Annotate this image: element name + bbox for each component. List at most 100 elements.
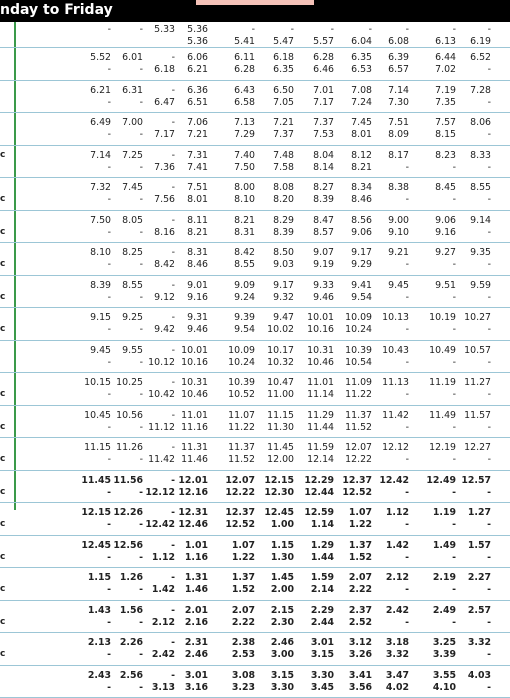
- timetable-grid: --5.335.36--------5.365.415.475.576.046.…: [0, 22, 510, 698]
- time-cell: 3.16: [160, 681, 208, 694]
- time-cell: -: [361, 551, 409, 564]
- row-code: c: [0, 648, 5, 661]
- time-cell: 6.21: [160, 63, 208, 76]
- time-cell: -: [443, 551, 491, 564]
- row-code: c: [0, 258, 5, 271]
- time-cell: -: [443, 291, 491, 304]
- time-cell: -: [443, 453, 491, 466]
- time-cell: 9.46: [160, 323, 208, 336]
- time-cell: -: [443, 681, 491, 694]
- time-cell: -: [443, 323, 491, 336]
- time-cell: -: [443, 193, 491, 206]
- time-cell: 8.21: [160, 226, 208, 239]
- time-cell: 7.41: [160, 161, 208, 174]
- time-cell: 6.19: [443, 35, 491, 48]
- time-cell: -: [361, 486, 409, 499]
- time-cell: 8.01: [160, 193, 208, 206]
- time-cell: -: [361, 421, 409, 434]
- time-cell: 10.16: [160, 356, 208, 369]
- time-cell: -: [361, 616, 409, 629]
- time-cell: -: [443, 161, 491, 174]
- time-cell: 7.21: [160, 128, 208, 141]
- time-cell: 8.46: [160, 258, 208, 271]
- time-cell: -: [443, 96, 491, 109]
- time-cell: -: [443, 518, 491, 531]
- time-cell: 2.16: [160, 616, 208, 629]
- time-cell: 4.02: [361, 681, 409, 694]
- time-cell: -: [443, 388, 491, 401]
- row-code: c: [0, 486, 5, 499]
- time-cell: -: [361, 323, 409, 336]
- time-cell: -: [443, 648, 491, 661]
- header-accent-strip: [196, 0, 314, 5]
- time-cell: -: [443, 356, 491, 369]
- time-cell: 8.09: [361, 128, 409, 141]
- time-cell: -: [361, 291, 409, 304]
- row-code: c: [0, 616, 5, 629]
- row-code: c: [0, 583, 5, 596]
- time-cell: 7.30: [361, 96, 409, 109]
- timetable-row-pair: --5.335.36--------5.365.415.475.576.046.…: [0, 22, 510, 48]
- row-code: c: [0, 421, 5, 434]
- time-cell: -: [361, 518, 409, 531]
- time-cell: -: [361, 356, 409, 369]
- time-cell: 6.08: [361, 35, 409, 48]
- time-cell: -: [443, 226, 491, 239]
- time-cell: 11.16: [160, 421, 208, 434]
- time-cell: -: [361, 388, 409, 401]
- row-code: c: [0, 518, 5, 531]
- time-cell: 3.32: [361, 648, 409, 661]
- row-code: c: [0, 551, 5, 564]
- time-cell: -: [443, 63, 491, 76]
- row-code: c: [0, 291, 5, 304]
- time-cell: -: [443, 583, 491, 596]
- time-cell: 12.46: [160, 518, 208, 531]
- time-cell: 2.46: [160, 648, 208, 661]
- time-cell: 1.46: [160, 583, 208, 596]
- time-cell: -: [361, 193, 409, 206]
- time-cell: 12.16: [160, 486, 208, 499]
- row-code: c: [0, 193, 5, 206]
- time-cell: -: [361, 258, 409, 271]
- time-cell: 6.57: [361, 63, 409, 76]
- time-cell: 11.46: [160, 453, 208, 466]
- time-cell: -: [443, 128, 491, 141]
- time-cell: -: [361, 583, 409, 596]
